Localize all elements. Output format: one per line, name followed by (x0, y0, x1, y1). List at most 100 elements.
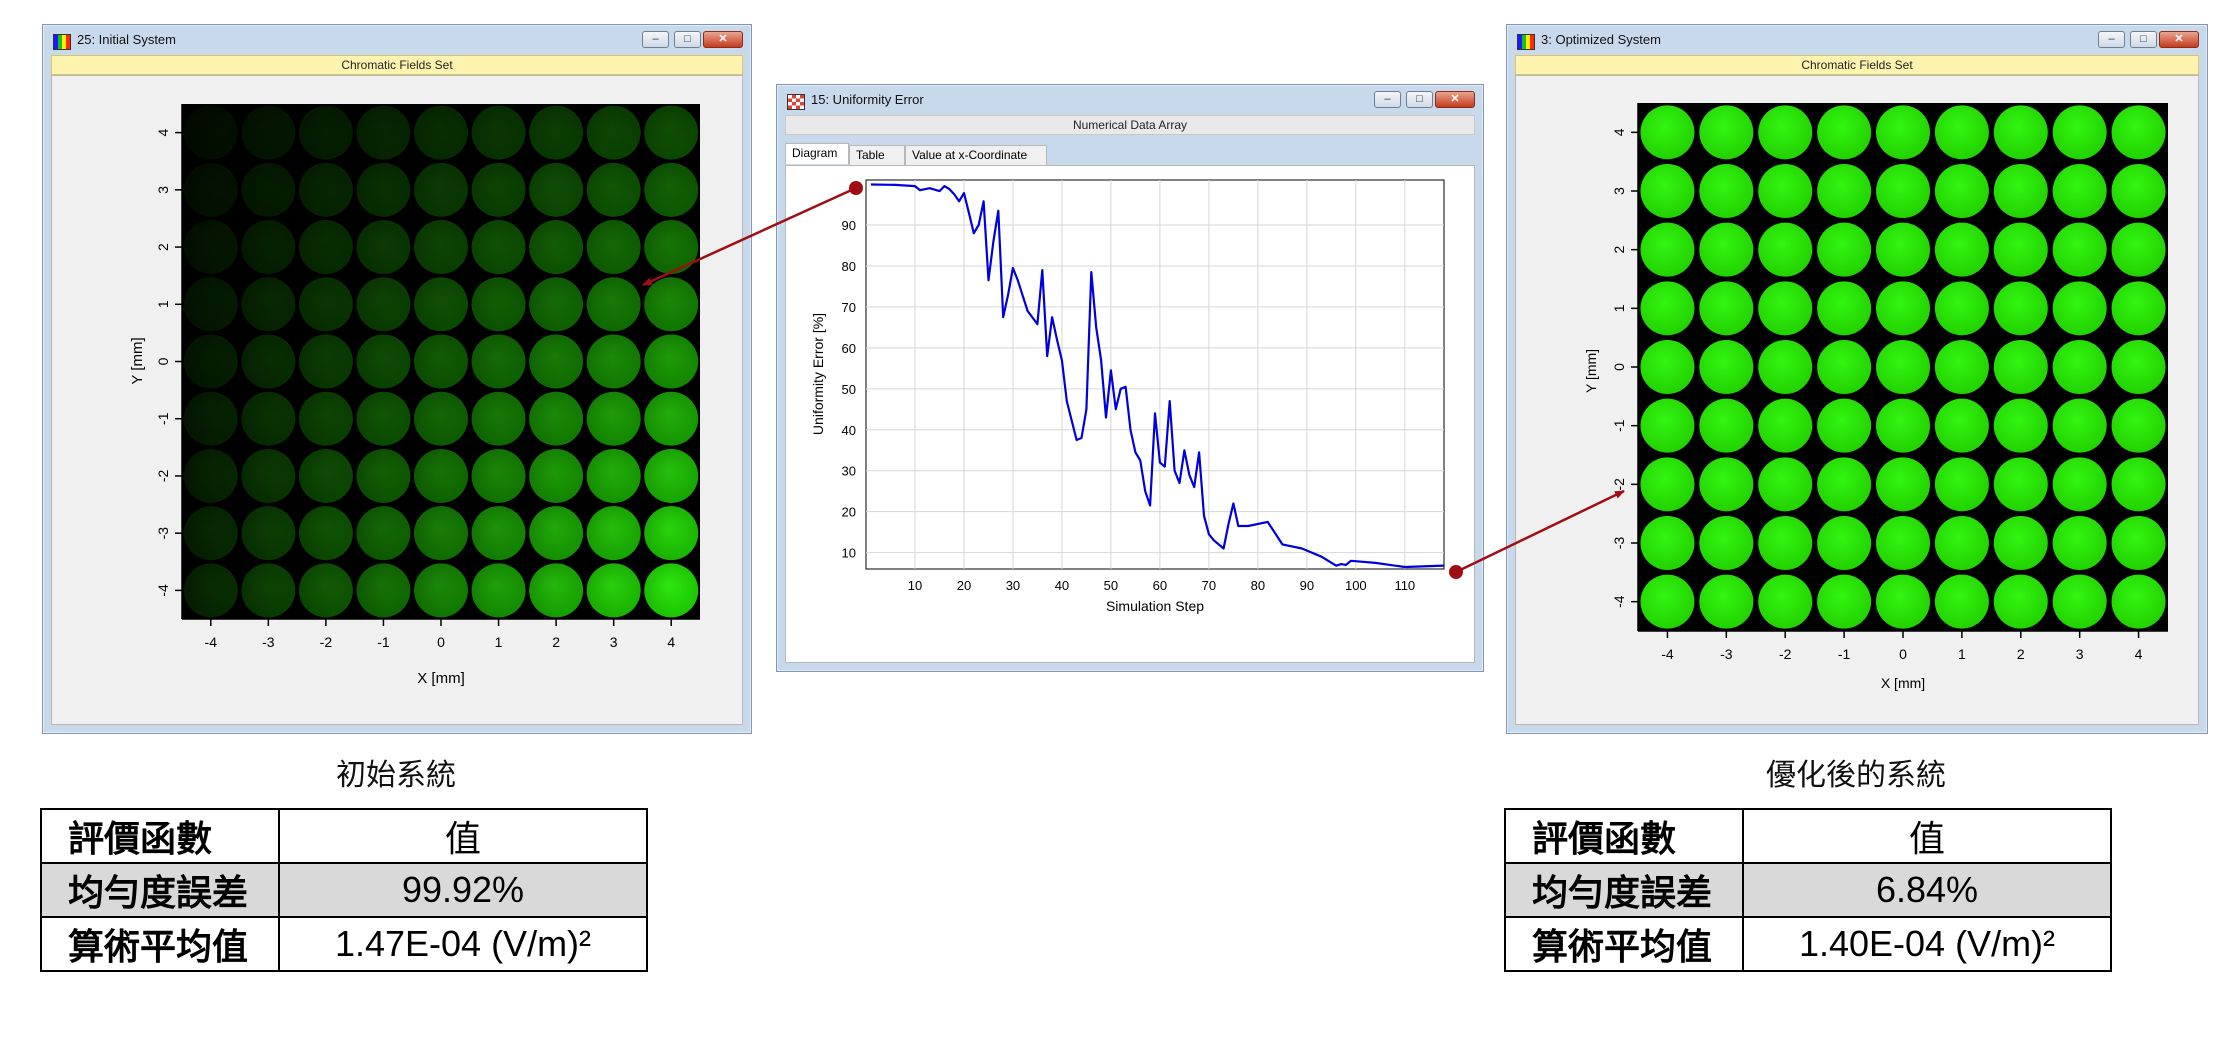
y-tick-label: 60 (842, 341, 856, 356)
x-axis-label: Simulation Step (1106, 598, 1204, 614)
light-spot (1640, 222, 1695, 277)
y-tick-label: 3 (155, 186, 171, 194)
light-spot (1993, 281, 2048, 336)
light-spot (1993, 516, 2048, 570)
light-spot (1758, 457, 1813, 512)
light-spot (1993, 398, 2048, 453)
table-header-row: 評價函數 值 (1504, 808, 2112, 864)
light-spot (1993, 340, 2048, 394)
plot-area[interactable]: -4 -3 -2 -1 0 1 2 3 4 4 3 2 1 0 -1 -2 -3 -4 X [mm] Y [mm… (1515, 75, 2199, 725)
initial-system-window[interactable]: 25: Initial System – □ ✕ Chromatic Field… (42, 24, 752, 734)
y-tick-label: -2 (1611, 478, 1627, 491)
light-spot (1640, 281, 1695, 336)
light-spot (1934, 105, 1989, 160)
tab-table[interactable]: Table (849, 145, 905, 165)
optimized-system-window[interactable]: 3: Optimized System – □ ✕ Chromatic Fiel… (1506, 24, 2208, 734)
uniformity-error-window[interactable]: 15: Uniformity Error – □ ✕ Numerical Dat… (776, 84, 1484, 672)
x-tick-label: 30 (1006, 578, 1020, 593)
light-spot (1993, 164, 2048, 218)
light-spot (2111, 222, 2166, 277)
x-tick-label: 4 (667, 634, 675, 650)
close-button[interactable]: ✕ (2159, 31, 2199, 48)
minimize-button[interactable]: – (1374, 91, 1401, 108)
light-spot (2052, 516, 2107, 570)
light-spot (1817, 516, 1872, 570)
light-spot (1640, 398, 1695, 453)
y-tick-label: 2 (155, 243, 171, 251)
title-bar[interactable]: 15: Uniformity Error – □ ✕ (777, 85, 1483, 115)
field-plot[interactable]: -4 -3 -2 -1 0 1 2 3 4 4 3 2 1 0 -1 -2 -3 -4 X [mm] Y [mm… (1516, 76, 2198, 724)
y-tick-label: -3 (155, 527, 171, 540)
x-axis-label: X [mm] (1881, 675, 1925, 691)
header-merit-function: 評價函數 (1504, 808, 1744, 864)
light-spot (1758, 574, 1813, 629)
light-spot (1934, 516, 1989, 570)
x-tick-label: 60 (1153, 578, 1167, 593)
y-axis-label: Y [mm] (129, 337, 146, 384)
metric-label: 算術平均值 (40, 916, 280, 972)
y-tick-label: -1 (155, 412, 171, 425)
light-spot (1876, 281, 1930, 336)
light-spot (2052, 457, 2107, 512)
minimize-button[interactable]: – (2098, 31, 2125, 48)
window-title: 25: Initial System (77, 32, 176, 47)
light-spot (1934, 398, 1989, 453)
y-tick-label: 90 (842, 218, 856, 233)
y-tick-label: -1 (1611, 419, 1627, 432)
maximize-button[interactable]: □ (1406, 91, 1433, 108)
maximize-button[interactable]: □ (674, 31, 701, 48)
title-bar[interactable]: 25: Initial System – □ ✕ (43, 25, 751, 55)
uniformity-error-chart[interactable]: 10 20 30 40 50 60 70 80 90 100 110 10 20 30 40 50 60 70 8… (786, 166, 1474, 662)
y-tick-label: 0 (1611, 363, 1627, 371)
metric-value: 1.47E-04 (V/m)² (278, 916, 648, 972)
y-tick-label: 20 (842, 505, 856, 520)
y-tick-label: 3 (1611, 187, 1627, 195)
x-tick-label: -2 (320, 634, 333, 650)
light-spot (1876, 105, 1930, 160)
light-spot (1758, 340, 1813, 394)
y-tick-label: 1 (155, 300, 171, 308)
x-tick-label: 20 (957, 578, 971, 593)
light-spot (1699, 281, 1754, 336)
plot-area[interactable]: -4 -3 -2 -1 0 1 2 3 4 4 3 2 1 0 -1 -2 -3 -4 X [mm] Y [mm… (51, 75, 743, 725)
light-spot (1817, 105, 1872, 160)
tab-diagram[interactable]: Diagram (785, 143, 849, 164)
window-title: 3: Optimized System (1541, 32, 1661, 47)
window-subtitle: Numerical Data Array (785, 115, 1475, 135)
window-title: 15: Uniformity Error (811, 92, 924, 107)
x-tick-label: 40 (1055, 578, 1069, 593)
light-spot (1817, 222, 1872, 277)
tab-value-at-x-coordinate[interactable]: Value at x-Coordinate (905, 145, 1047, 165)
light-spot (1640, 457, 1695, 512)
light-spot (1758, 105, 1813, 160)
metric-value: 99.92% (278, 862, 648, 918)
y-tick-label: -2 (155, 470, 171, 483)
light-spot (2052, 398, 2107, 453)
light-spot (1758, 222, 1813, 277)
maximize-button[interactable]: □ (2130, 31, 2157, 48)
x-tick-label: 10 (908, 578, 922, 593)
y-tick-label: 0 (155, 357, 171, 365)
diagram-area[interactable]: 10 20 30 40 50 60 70 80 90 100 110 10 20 30 40 50 60 70 8… (785, 165, 1475, 663)
light-spot (2052, 164, 2107, 218)
light-spot (2052, 340, 2107, 394)
light-spot (1934, 164, 1989, 218)
y-tick-label: 4 (155, 129, 171, 137)
y-axis-label: Y [mm] (1583, 349, 1599, 393)
y-tick-label: -4 (155, 584, 171, 597)
field-plot[interactable]: -4 -3 -2 -1 0 1 2 3 4 4 3 2 1 0 -1 -2 -3 -4 X [mm] Y [mm… (52, 76, 742, 724)
caption-optimized-system: 優化後的系統 (1766, 759, 1946, 792)
title-bar[interactable]: 3: Optimized System – □ ✕ (1507, 25, 2207, 55)
light-spot (1876, 457, 1930, 512)
optimized-metrics-table: 評價函數 值 均勻度誤差 6.84% 算術平均值 1.40E-04 (V/m)² (1504, 808, 2112, 972)
light-spot (1934, 222, 1989, 277)
y-axis-label: Uniformity Error [%] (810, 313, 826, 435)
minimize-button[interactable]: – (642, 31, 669, 48)
data-array-icon (787, 94, 805, 110)
x-tick-label: 80 (1251, 578, 1265, 593)
y-tick-label: -3 (1611, 537, 1627, 550)
metric-label: 算術平均值 (1504, 916, 1744, 972)
light-spot (1876, 340, 1930, 394)
close-button[interactable]: ✕ (703, 31, 743, 48)
close-button[interactable]: ✕ (1435, 91, 1475, 108)
